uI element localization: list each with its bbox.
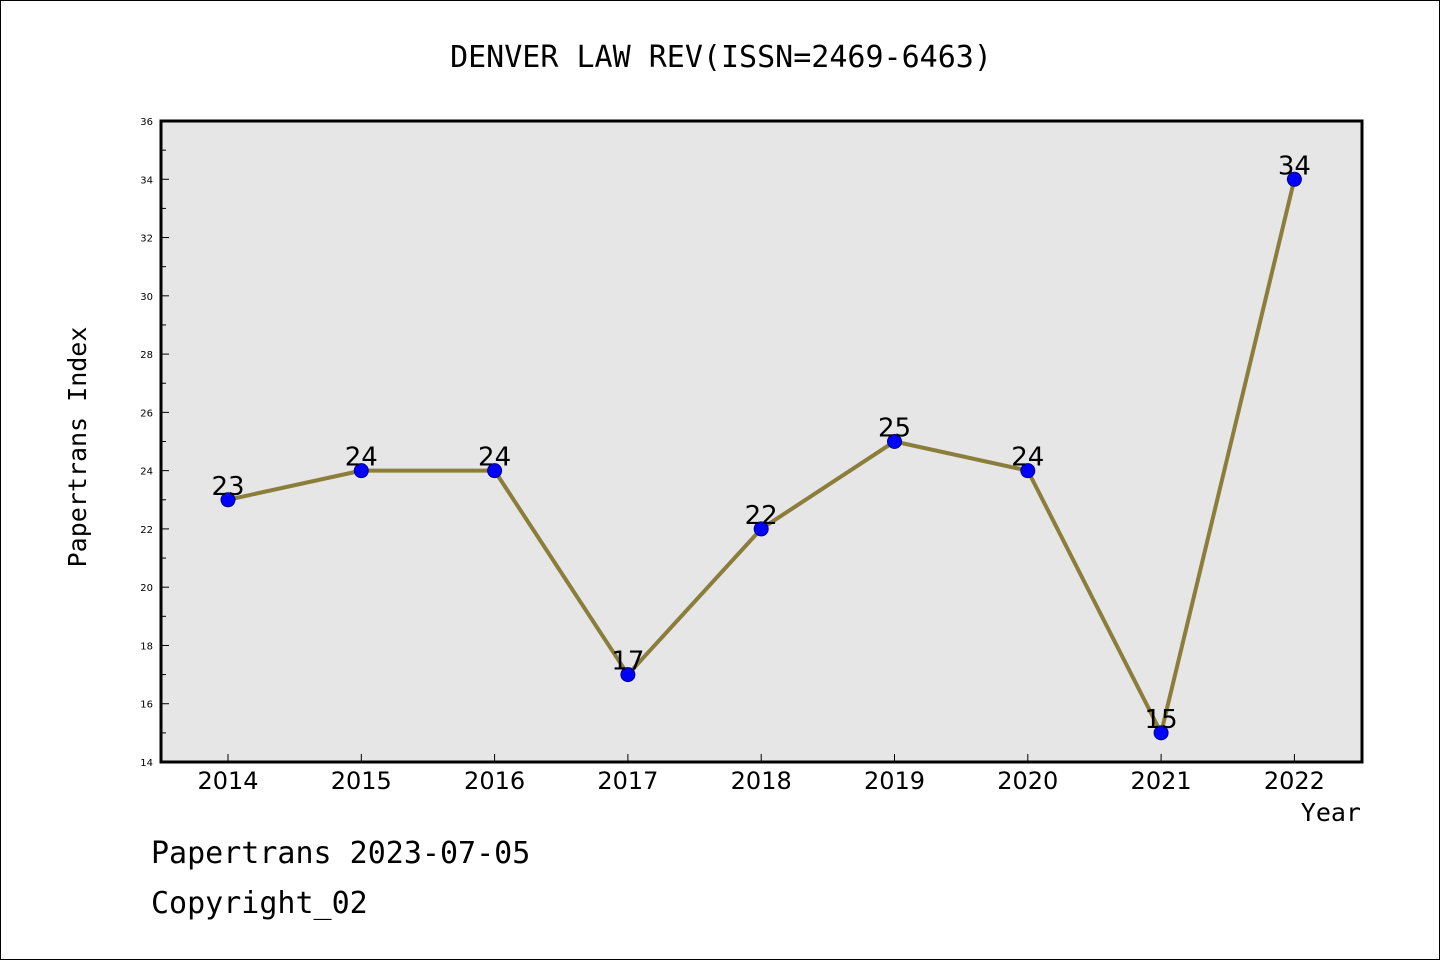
x-tick-label: 2019 <box>864 767 925 795</box>
data-label: 24 <box>478 443 511 473</box>
y-axis-title: Papertrans Index <box>63 327 92 568</box>
data-point <box>487 463 503 479</box>
data-point <box>1153 725 1169 741</box>
data-label: 23 <box>211 472 244 502</box>
chart-title: DENVER LAW REV(ISSN=2469-6463) <box>450 40 992 75</box>
data-point <box>1020 463 1036 479</box>
data-point <box>753 521 769 537</box>
data-labels: 23 24 24 17 22 25 24 15 34 <box>211 151 1310 735</box>
data-label: 24 <box>345 443 378 473</box>
x-tick-label: 2015 <box>331 767 392 795</box>
y-tick-label: 20 <box>140 583 153 594</box>
data-label: 24 <box>1011 443 1044 473</box>
x-axis: 2014 2015 2016 2017 2018 2019 2020 2021 2022 <box>197 754 1325 795</box>
x-tick-label: 2018 <box>731 767 792 795</box>
y-tick-label: 26 <box>140 408 153 419</box>
x-tick-label: 2022 <box>1264 767 1325 795</box>
y-tick-label: 30 <box>140 292 153 303</box>
y-tick-label: 32 <box>140 234 153 245</box>
data-label: 34 <box>1278 151 1311 181</box>
y-tick-label: 36 <box>140 117 153 128</box>
y-tick-label: 16 <box>140 700 153 711</box>
y-tick-label: 14 <box>140 758 153 769</box>
footer-copyright: Copyright_02 <box>151 886 368 921</box>
y-tick-label: 22 <box>140 525 153 536</box>
y-axis: 14 16 18 20 22 24 26 28 30 32 34 36 <box>140 117 169 769</box>
data-point <box>353 463 369 479</box>
x-tick-label: 2017 <box>597 767 658 795</box>
series-line-group <box>220 171 1302 741</box>
data-label: 22 <box>745 501 778 531</box>
data-point <box>220 492 236 508</box>
y-tick-label: 24 <box>140 467 153 478</box>
y-tick-label: 18 <box>140 641 153 652</box>
data-label: 25 <box>878 414 911 444</box>
y-tick-label: 34 <box>140 175 153 186</box>
x-tick-label: 2020 <box>997 767 1058 795</box>
data-point <box>620 667 636 683</box>
data-label: 15 <box>1145 705 1178 735</box>
data-point <box>1286 171 1302 187</box>
x-tick-label: 2016 <box>464 767 525 795</box>
data-point <box>887 434 902 449</box>
x-tick-label: 2021 <box>1131 767 1192 795</box>
data-label: 17 <box>611 647 644 677</box>
plot-area <box>159 119 1364 764</box>
x-axis-title: Year <box>1301 798 1361 827</box>
x-tick-label: 2014 <box>197 767 258 795</box>
footer-date: Papertrans 2023-07-05 <box>151 836 531 871</box>
y-tick-label: 28 <box>140 350 153 361</box>
